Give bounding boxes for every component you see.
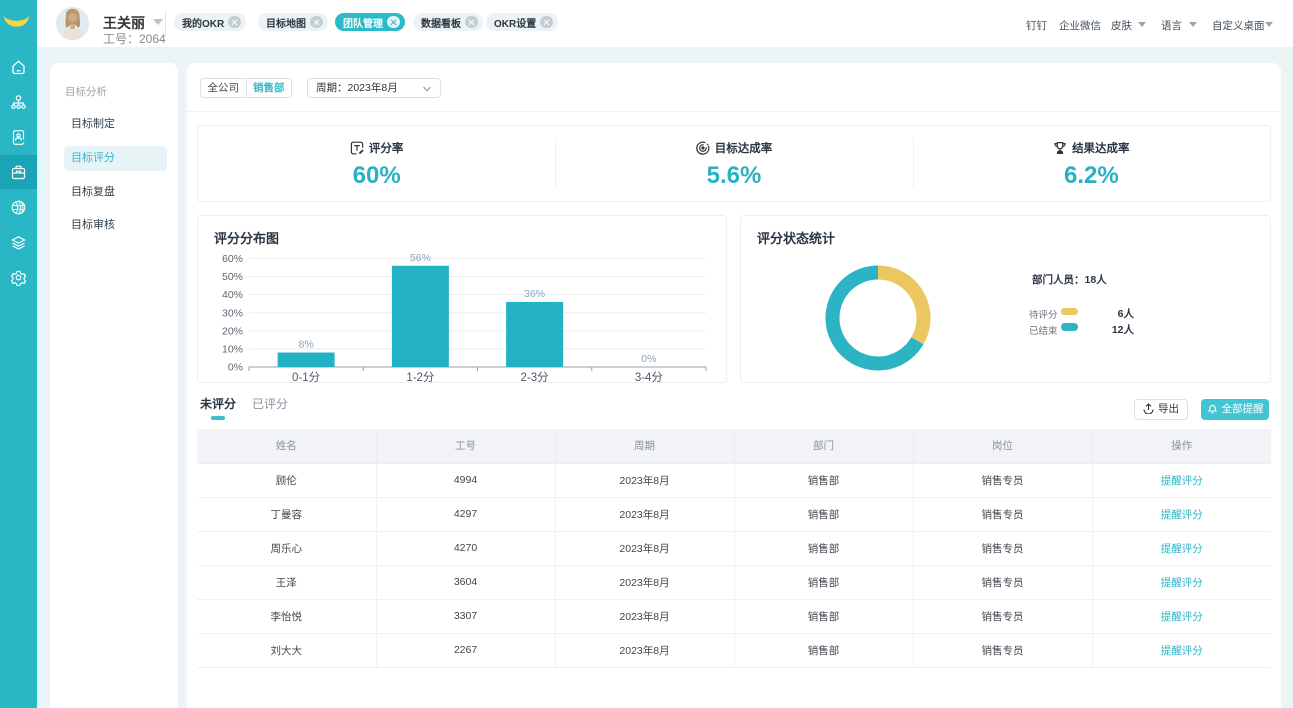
svg-text:2-3分: 2-3分: [521, 371, 550, 382]
svg-text:0-1分: 0-1分: [292, 371, 321, 382]
svg-text:1-2分: 1-2分: [406, 371, 435, 382]
svg-text:10%: 10%: [222, 343, 243, 355]
svg-text:30%: 30%: [222, 307, 243, 319]
svg-text:0%: 0%: [228, 362, 243, 374]
svg-text:36%: 36%: [524, 288, 545, 300]
svg-text:56%: 56%: [410, 252, 431, 264]
svg-text:50%: 50%: [222, 271, 243, 283]
svg-text:0%: 0%: [641, 353, 656, 365]
svg-text:60%: 60%: [222, 253, 243, 265]
svg-text:8%: 8%: [299, 339, 314, 351]
svg-text:3-4分: 3-4分: [635, 371, 664, 382]
svg-text:40%: 40%: [222, 289, 243, 301]
svg-text:20%: 20%: [222, 325, 243, 337]
